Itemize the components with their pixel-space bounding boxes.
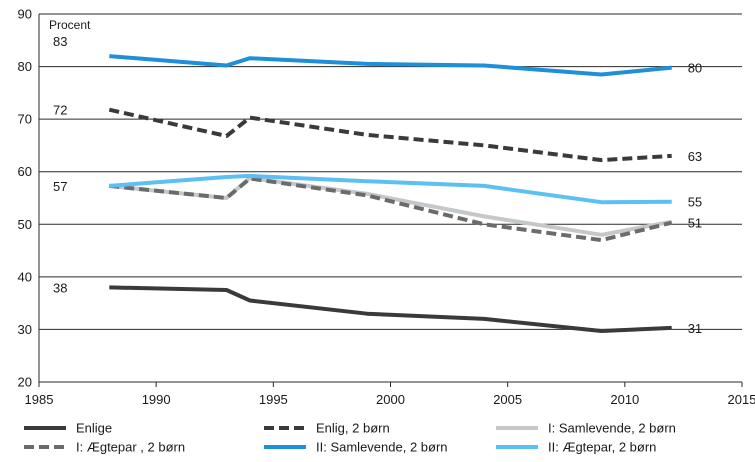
end-value-label: 80 [688,61,702,76]
series-line-1 [108,107,672,163]
y-tick-label: 80 [18,59,32,74]
series-line-4 [109,54,672,77]
x-tick-label: 1985 [25,392,54,407]
legend-label: II: Samlevende, 2 børn [316,440,448,455]
legend-label: I: Ægtepar , 2 børn [76,440,185,455]
y-tick-label: 30 [18,322,32,337]
x-tick-label: 2010 [610,392,639,407]
series-lines [108,54,673,333]
start-value-label: 38 [53,280,67,295]
start-value-label: 57 [53,179,67,194]
y-tick-label: 20 [18,375,32,390]
series-line-0 [109,285,672,333]
y-tick-label: 90 [18,7,32,22]
legend-label: II: Ægtepar, 2 børn [548,440,656,455]
y-tick-label: 40 [18,269,32,284]
legend-label: Enlig, 2 børn [316,421,390,436]
legend-label: Enlige [76,421,112,436]
x-tick-label: 1995 [259,392,288,407]
x-tick-label: 2000 [376,392,405,407]
data-labels: 38 31 72 63 57 51 83 80 55 [53,34,702,336]
y-tick-label: 60 [18,164,32,179]
y-tick-label: 50 [18,217,32,232]
end-value-label: 51 [688,216,702,231]
series-line-2 [109,176,673,237]
end-value-label: 31 [688,321,702,336]
end-value-label: 55 [688,195,702,210]
end-value-label: 63 [688,149,702,164]
x-tick-label: 1990 [142,392,171,407]
y-axis-unit-label: Procent [49,18,91,32]
start-value-label: 72 [53,103,67,118]
start-value-label: 83 [53,34,67,49]
series-line-5 [109,173,672,205]
x-tick-label: 2005 [493,392,522,407]
legend-label: I: Samlevende, 2 børn [548,421,676,436]
y-tick-label: 70 [18,112,32,127]
axes: 20 30 40 50 60 70 80 90 1985 1990 1995 2000 2005 2010… [18,7,755,408]
x-tick-label: 2015 [728,392,755,407]
legend: Enlige Enlig, 2 børn I: Samlevende, 2 børn… [24,421,676,455]
